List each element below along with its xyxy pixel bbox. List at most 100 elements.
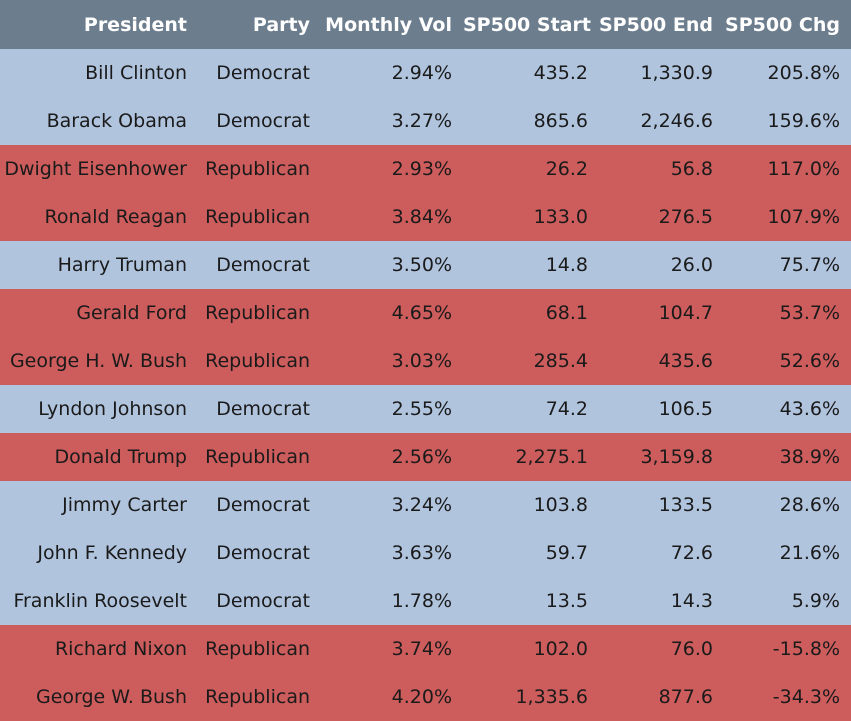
cell-sp500-end: 14.3 bbox=[670, 590, 713, 612]
cell-monthly-vol: 3.27% bbox=[391, 110, 452, 132]
cell-sp500-start: 103.8 bbox=[533, 494, 588, 516]
cell-sp500-end: 26.0 bbox=[670, 254, 713, 276]
cell-sp500-end: 1,330.9 bbox=[640, 62, 713, 84]
cell-sp500-start: 133.0 bbox=[533, 206, 588, 228]
cell-party: Republican bbox=[205, 158, 310, 180]
cell-monthly-vol: 2.93% bbox=[391, 158, 452, 180]
table-row: Jimmy Carter Democrat 3.24% 103.8 133.5 28.6% bbox=[0, 481, 851, 529]
cell-president: Gerald Ford bbox=[76, 302, 187, 324]
cell-president: Dwight Eisenhower bbox=[4, 158, 187, 180]
cell-monthly-vol: 4.65% bbox=[391, 302, 452, 324]
cell-sp500-chg: -34.3% bbox=[772, 686, 840, 708]
cell-party: Republican bbox=[205, 206, 310, 228]
table-row: John F. Kennedy Democrat 3.63% 59.7 72.6 21.6… bbox=[0, 529, 851, 577]
cell-president: Harry Truman bbox=[57, 254, 187, 276]
cell-party: Republican bbox=[205, 638, 310, 660]
cell-sp500-start: 285.4 bbox=[533, 350, 588, 372]
cell-president: Bill Clinton bbox=[85, 62, 187, 84]
cell-sp500-chg: -15.8% bbox=[772, 638, 840, 660]
column-header-sp500-start[interactable]: SP500 Start bbox=[463, 13, 591, 36]
table-row: Harry Truman Democrat 3.50% 14.8 26.0 75.7% bbox=[0, 241, 851, 289]
cell-president: Jimmy Carter bbox=[62, 494, 187, 516]
cell-sp500-start: 68.1 bbox=[545, 302, 588, 324]
column-header-president[interactable]: President bbox=[83, 13, 187, 36]
cell-sp500-end: 56.8 bbox=[670, 158, 713, 180]
cell-sp500-chg: 38.9% bbox=[779, 446, 840, 468]
cell-monthly-vol: 3.50% bbox=[391, 254, 452, 276]
cell-monthly-vol: 1.78% bbox=[391, 590, 452, 612]
cell-party: Democrat bbox=[216, 398, 310, 420]
cell-sp500-end: 104.7 bbox=[658, 302, 713, 324]
table-row: Lyndon Johnson Democrat 2.55% 74.2 106.5 43.6… bbox=[0, 385, 851, 433]
cell-sp500-chg: 117.0% bbox=[767, 158, 840, 180]
cell-sp500-start: 74.2 bbox=[545, 398, 588, 420]
cell-sp500-chg: 53.7% bbox=[779, 302, 840, 324]
cell-party: Democrat bbox=[216, 590, 310, 612]
cell-president: Lyndon Johnson bbox=[38, 398, 187, 420]
cell-sp500-start: 13.5 bbox=[545, 590, 588, 612]
cell-sp500-chg: 75.7% bbox=[779, 254, 840, 276]
cell-party: Democrat bbox=[216, 542, 310, 564]
cell-sp500-start: 26.2 bbox=[545, 158, 588, 180]
cell-sp500-chg: 107.9% bbox=[767, 206, 840, 228]
cell-sp500-start: 14.8 bbox=[545, 254, 588, 276]
cell-sp500-end: 106.5 bbox=[658, 398, 713, 420]
table-row: Donald Trump Republican 2.56% 2,275.1 3,159.… bbox=[0, 433, 851, 481]
cell-sp500-chg: 205.8% bbox=[767, 62, 840, 84]
cell-sp500-end: 133.5 bbox=[658, 494, 713, 516]
cell-party: Republican bbox=[205, 446, 310, 468]
cell-president: Richard Nixon bbox=[54, 638, 187, 660]
cell-president: Ronald Reagan bbox=[44, 206, 187, 228]
cell-monthly-vol: 4.20% bbox=[391, 686, 452, 708]
table-row: Ronald Reagan Republican 3.84% 133.0 276.5 10… bbox=[0, 193, 851, 241]
cell-party: Republican bbox=[205, 686, 310, 708]
table-row: George W. Bush Republican 4.20% 1,335.6 877.… bbox=[0, 673, 851, 721]
cell-sp500-start: 435.2 bbox=[533, 62, 588, 84]
cell-party: Democrat bbox=[216, 254, 310, 276]
cell-sp500-end: 76.0 bbox=[670, 638, 713, 660]
table-row: Richard Nixon Republican 3.74% 102.0 76.0 -15… bbox=[0, 625, 851, 673]
cell-sp500-start: 2,275.1 bbox=[515, 446, 588, 468]
cell-monthly-vol: 2.56% bbox=[391, 446, 452, 468]
cell-sp500-chg: 52.6% bbox=[779, 350, 840, 372]
cell-party: Republican bbox=[205, 302, 310, 324]
cell-party: Democrat bbox=[216, 110, 310, 132]
cell-party: Republican bbox=[205, 350, 310, 372]
cell-sp500-end: 2,246.6 bbox=[640, 110, 713, 132]
cell-sp500-end: 3,159.8 bbox=[640, 446, 713, 468]
cell-monthly-vol: 3.74% bbox=[391, 638, 452, 660]
cell-sp500-end: 276.5 bbox=[658, 206, 713, 228]
column-header-monthly-vol[interactable]: Monthly Vol bbox=[325, 13, 452, 36]
cell-sp500-chg: 159.6% bbox=[767, 110, 840, 132]
table-row: Dwight Eisenhower Republican 2.93% 26.2 56.8… bbox=[0, 145, 851, 193]
cell-party: Democrat bbox=[216, 62, 310, 84]
table-row: George H. W. Bush Republican 3.03% 285.4 435… bbox=[0, 337, 851, 385]
cell-sp500-chg: 21.6% bbox=[779, 542, 840, 564]
cell-president: Donald Trump bbox=[54, 446, 187, 468]
cell-sp500-chg: 28.6% bbox=[779, 494, 840, 516]
cell-monthly-vol: 3.24% bbox=[391, 494, 452, 516]
cell-sp500-end: 435.6 bbox=[658, 350, 713, 372]
cell-monthly-vol: 3.84% bbox=[391, 206, 452, 228]
cell-president: Barack Obama bbox=[46, 110, 187, 132]
cell-sp500-start: 1,335.6 bbox=[515, 686, 588, 708]
cell-monthly-vol: 3.63% bbox=[391, 542, 452, 564]
column-header-sp500-chg[interactable]: SP500 Chg bbox=[725, 13, 840, 36]
cell-sp500-start: 865.6 bbox=[533, 110, 588, 132]
cell-sp500-start: 102.0 bbox=[533, 638, 588, 660]
cell-monthly-vol: 2.55% bbox=[391, 398, 452, 420]
column-header-sp500-end[interactable]: SP500 End bbox=[599, 13, 713, 36]
cell-monthly-vol: 3.03% bbox=[391, 350, 452, 372]
cell-party: Democrat bbox=[216, 494, 310, 516]
cell-monthly-vol: 2.94% bbox=[391, 62, 452, 84]
column-header-party[interactable]: Party bbox=[252, 13, 310, 36]
cell-president: George H. W. Bush bbox=[9, 350, 187, 372]
cell-sp500-chg: 5.9% bbox=[791, 590, 840, 612]
cell-sp500-chg: 43.6% bbox=[779, 398, 840, 420]
cell-president: George W. Bush bbox=[35, 686, 187, 708]
table-row: Gerald Ford Republican 4.65% 68.1 104.7 53.7% bbox=[0, 289, 851, 337]
cell-president: Franklin Roosevelt bbox=[13, 590, 187, 612]
table-row: Franklin Roosevelt Democrat 1.78% 13.5 14.3 5… bbox=[0, 577, 851, 625]
header-row: President Party Monthly Vol SP500 Start … bbox=[0, 0, 851, 49]
